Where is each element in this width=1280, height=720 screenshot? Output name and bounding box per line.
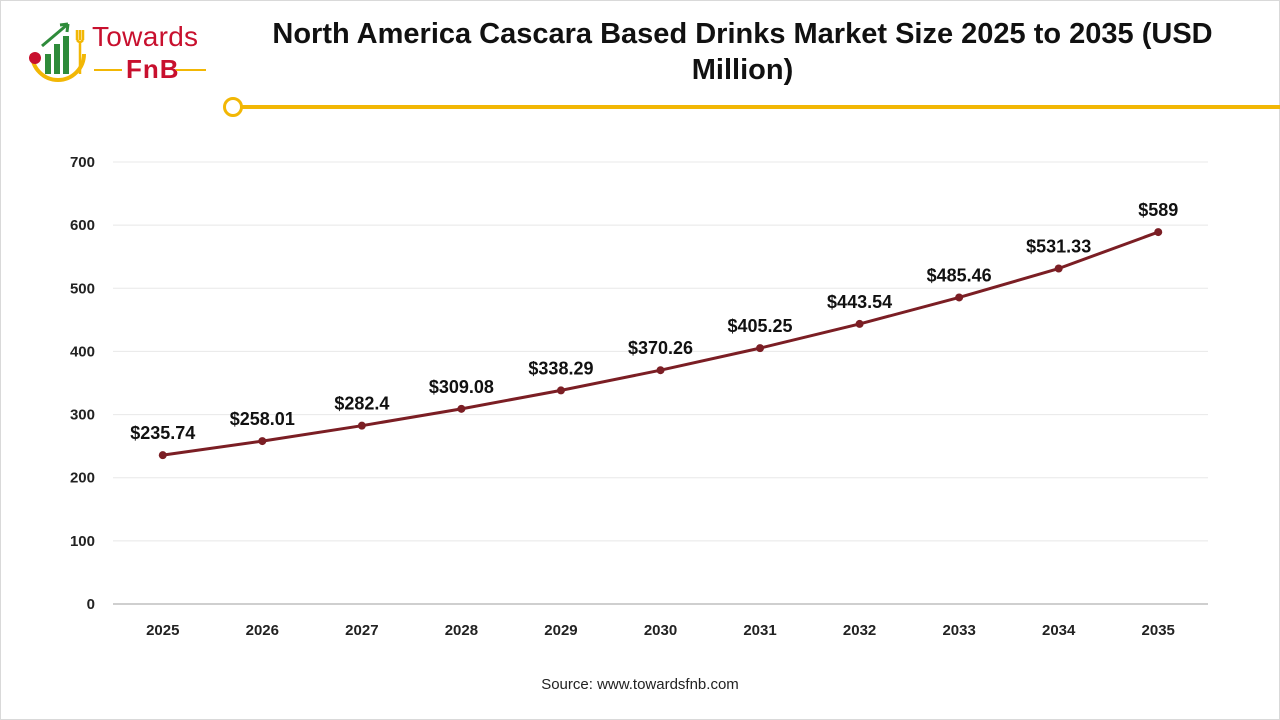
x-tick-label: 2029 <box>544 622 577 639</box>
data-label: $589 <box>1138 200 1178 220</box>
data-point <box>1054 264 1063 273</box>
data-point <box>1154 228 1163 237</box>
chart-title: North America Cascara Based Drinks Marke… <box>272 18 1213 86</box>
data-point <box>357 421 366 430</box>
data-point <box>656 366 665 375</box>
logo-underline-left <box>94 69 122 71</box>
x-tick-label: 2030 <box>644 622 677 639</box>
source-note: Source: www.towardsfnb.com <box>541 676 739 693</box>
y-tick-label: 0 <box>87 596 95 613</box>
data-point <box>756 344 765 353</box>
data-label: $282.4 <box>334 394 389 414</box>
x-tick-label: 2025 <box>146 622 179 639</box>
data-point <box>258 437 267 446</box>
data-point <box>158 451 167 460</box>
data-label: $309.08 <box>429 377 494 397</box>
x-tick-label: 2026 <box>246 622 279 639</box>
x-tick-label: 2033 <box>942 622 975 639</box>
data-label: $405.25 <box>728 316 793 336</box>
logo-emblem-icon <box>29 22 86 82</box>
y-tick-label: 300 <box>70 407 95 424</box>
data-point <box>457 404 466 413</box>
data-point <box>855 319 864 328</box>
logo-text-bottom: FnB <box>126 54 180 84</box>
towards-fnb-logo: Towards FnB <box>22 18 222 90</box>
x-tick-label: 2035 <box>1142 622 1175 639</box>
y-tick-label: 500 <box>70 280 95 297</box>
data-label: $338.29 <box>528 358 593 378</box>
y-tick-label: 200 <box>70 470 95 487</box>
title-accent-line <box>236 105 1280 109</box>
data-label: $485.46 <box>927 265 992 285</box>
data-label: $443.54 <box>827 292 892 312</box>
data-point <box>955 293 964 302</box>
x-tick-label: 2034 <box>1042 622 1076 639</box>
title-accent-dot <box>223 97 243 117</box>
y-tick-label: 700 <box>70 154 95 171</box>
x-tick-label: 2032 <box>843 622 876 639</box>
data-label: $235.74 <box>130 423 195 443</box>
logo-text-top: Towards <box>92 21 199 52</box>
x-tick-label: 2031 <box>743 622 776 639</box>
y-tick-label: 600 <box>70 217 95 234</box>
data-label: $531.33 <box>1026 237 1091 257</box>
data-label: $370.26 <box>628 338 693 358</box>
y-tick-label: 400 <box>70 343 95 360</box>
x-tick-label: 2028 <box>445 622 478 639</box>
x-tick-label: 2027 <box>345 622 378 639</box>
data-point <box>556 386 565 395</box>
data-label: $258.01 <box>230 409 295 429</box>
logo-underline-right <box>176 69 206 71</box>
y-tick-label: 100 <box>70 533 95 550</box>
